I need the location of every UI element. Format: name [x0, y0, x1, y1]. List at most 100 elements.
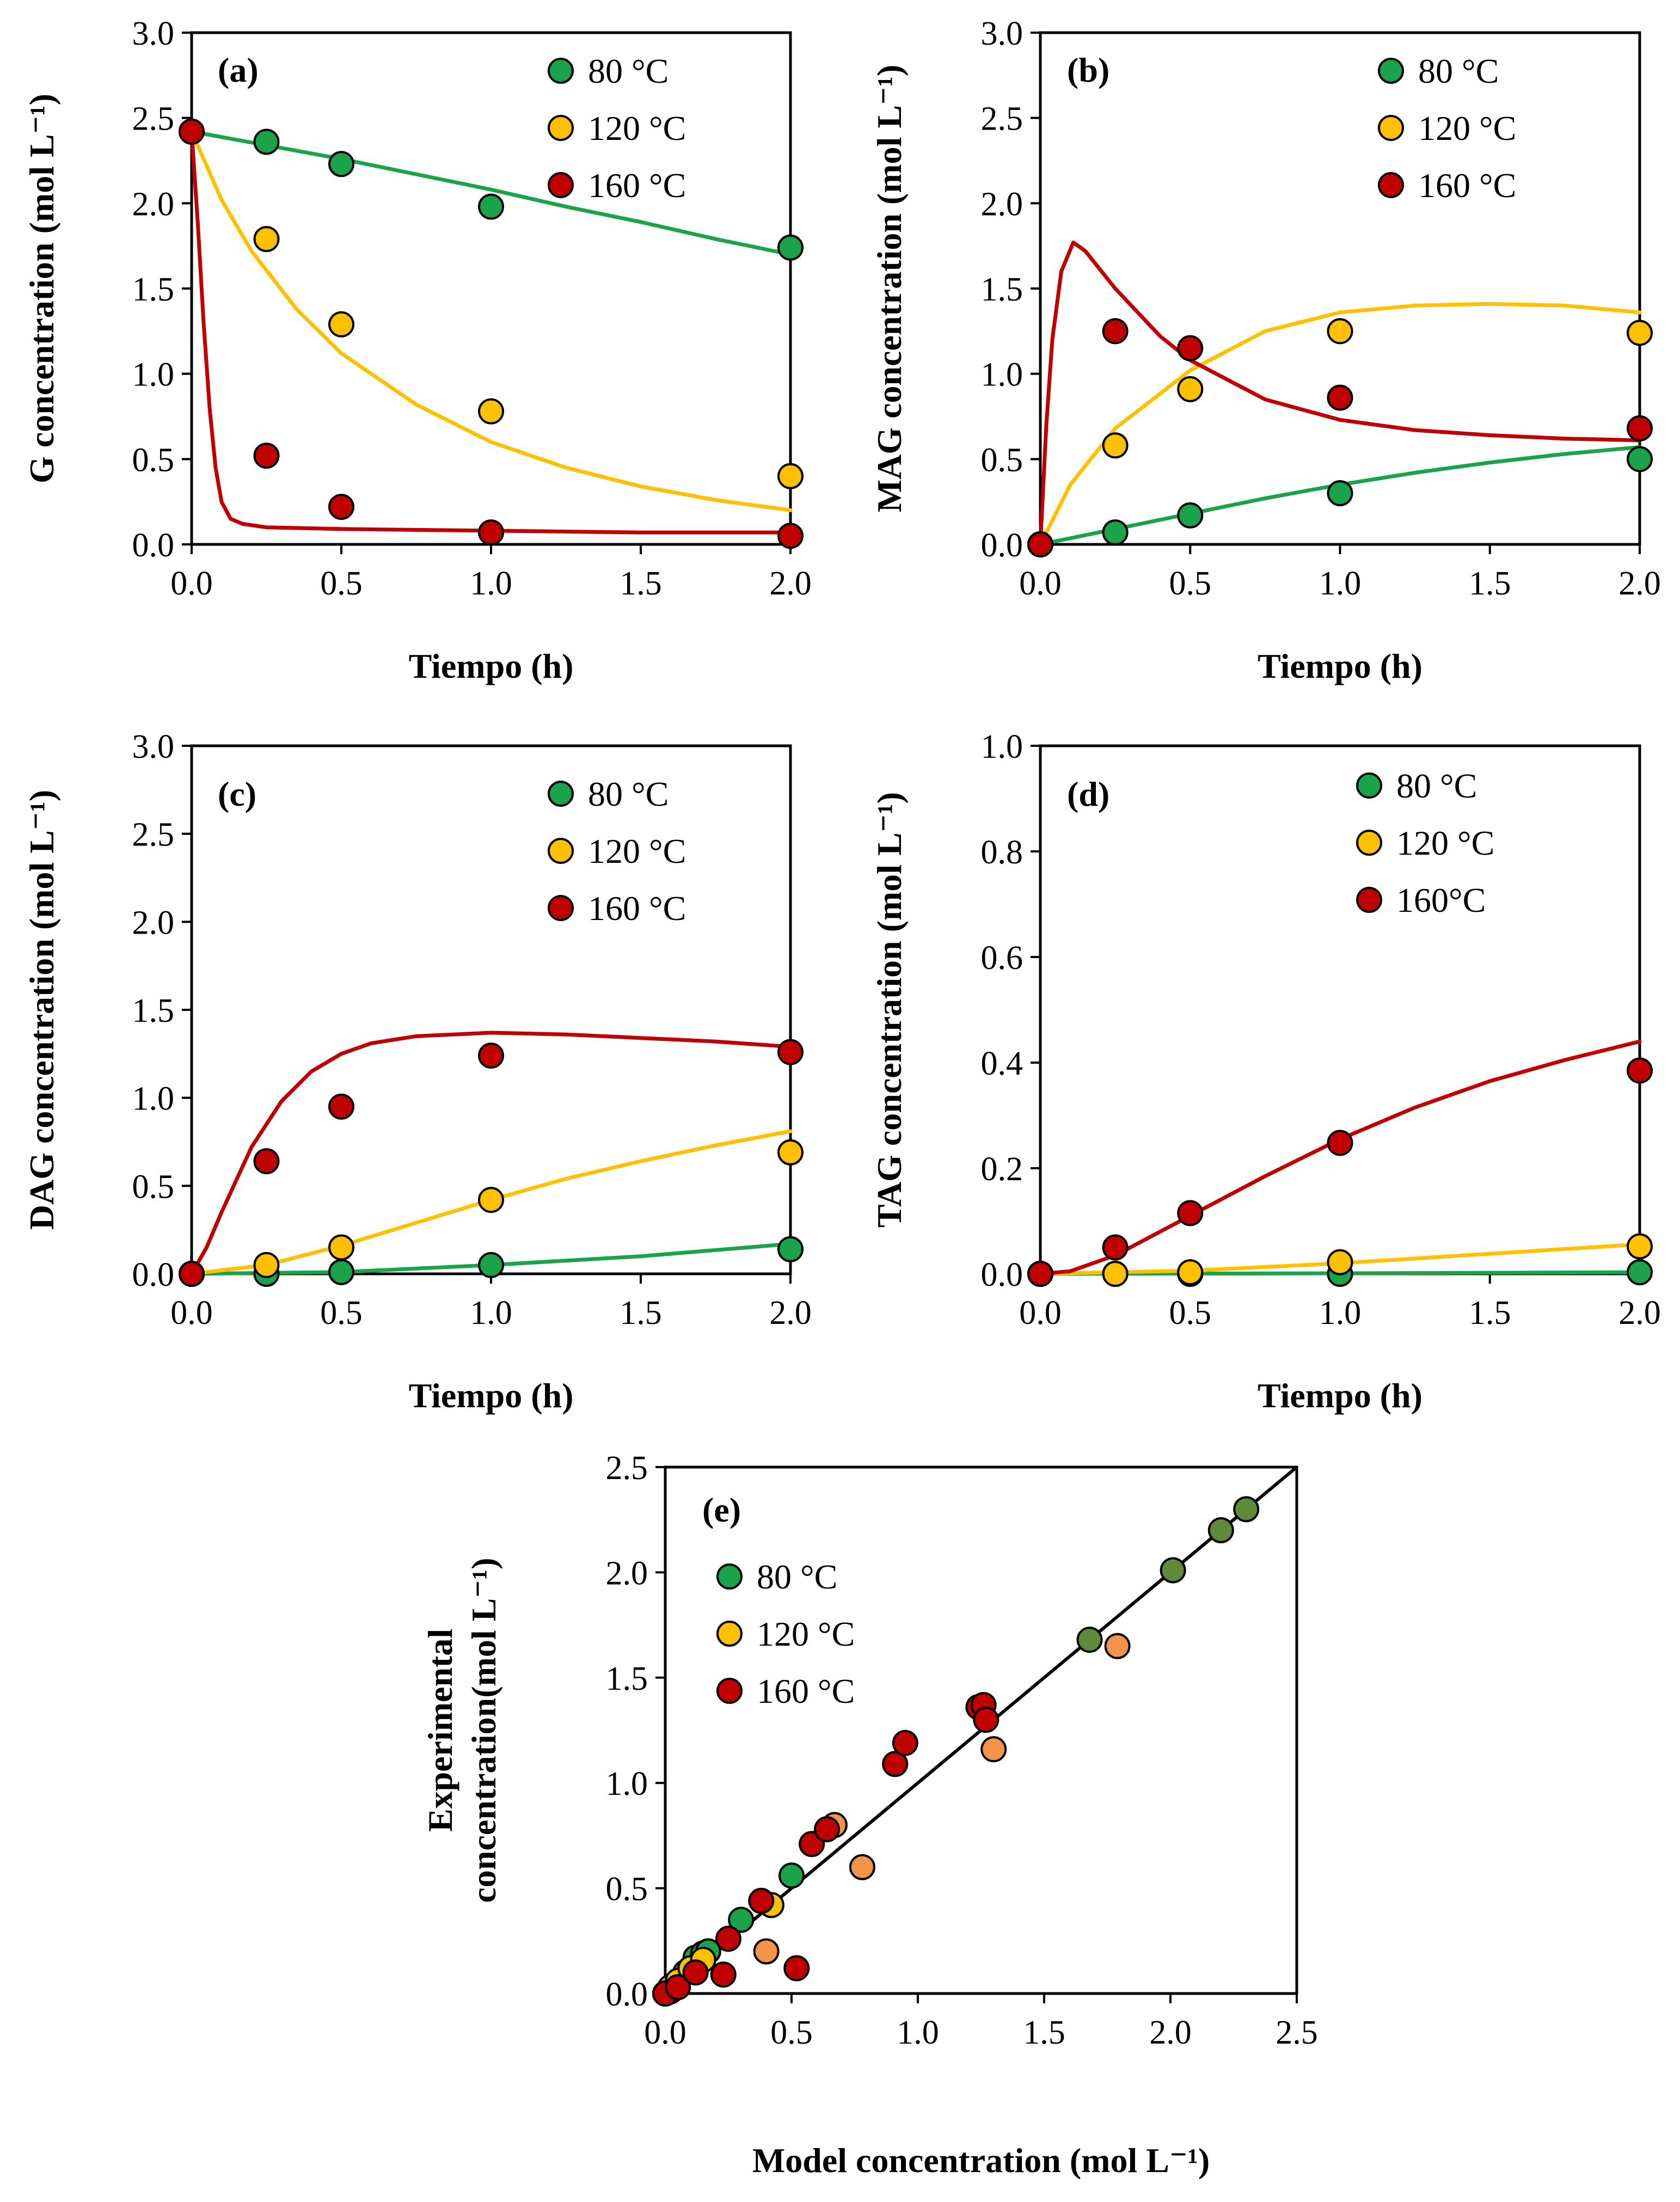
data-point-80C [728, 1906, 755, 1933]
x-tick-label: 1.5 [1469, 1295, 1511, 1332]
x-axis-label: Tiempo (h) [409, 647, 574, 685]
x-axis-label: Model concentration (mol L⁻¹) [752, 2141, 1210, 2180]
data-point-120C [777, 463, 804, 489]
legend-label: 160 °C [588, 166, 686, 205]
data-point-80C [328, 1259, 354, 1285]
x-tick-label: 1.0 [1319, 1295, 1362, 1332]
legend-label: 80 °C [588, 52, 669, 90]
x-tick-label: 1.5 [1023, 2014, 1065, 2051]
legend-marker [1378, 115, 1404, 141]
panel-label: (c) [218, 775, 256, 813]
y-tick-label: 1.0 [132, 1081, 175, 1118]
data-point-120C [478, 1187, 504, 1213]
data-point-160C [1327, 1130, 1353, 1156]
data-point-160C [813, 1816, 840, 1843]
legend-label: 160 °C [757, 1672, 855, 1710]
data-point-80C [478, 193, 504, 220]
x-tick-label: 1.5 [620, 1295, 662, 1332]
y-tick-label: 0.0 [981, 527, 1023, 564]
legend-marker [1378, 172, 1404, 198]
legend: 80 °C 120 °C 160°C [1356, 766, 1494, 919]
y-tick-label: 1.5 [981, 271, 1023, 308]
panel-d: 0.0 0.5 1.0 1.5 2.0 0.0 0.2 0.4 0.6 0.8 1.0 Tiempo … [870, 728, 1661, 1415]
data-point-80C [1076, 1627, 1103, 1653]
y-tick-label: 0.5 [606, 1871, 648, 1908]
data-point-160C [1627, 1057, 1653, 1084]
x-tick-label: 0.0 [1019, 1295, 1062, 1332]
x-tick-label: 0.5 [1169, 565, 1212, 602]
legend: 80 °C 120 °C 160 °C [548, 52, 686, 205]
y-tick-label: 2.5 [132, 101, 175, 138]
y-axis-label: TAG concentration (mol L⁻¹) [870, 792, 909, 1228]
data-point-120C [253, 1252, 280, 1278]
legend-label: 120 °C [588, 109, 686, 148]
legend-label: 80 °C [757, 1557, 837, 1596]
data-point-120C [1102, 1261, 1129, 1287]
legend-label: 80 °C [1418, 52, 1499, 90]
x-tick-label: 2.0 [1618, 1295, 1661, 1332]
x-tick-label: 0.5 [320, 565, 363, 602]
legend-marker [716, 1621, 743, 1647]
y-tick-label: 3.0 [981, 15, 1023, 52]
y-tick-label: 2.0 [132, 904, 175, 941]
y-tick-label: 1.5 [132, 271, 175, 308]
data-point-120C [1327, 318, 1353, 345]
data-point-120C [1627, 1233, 1653, 1260]
legend-marker [716, 1563, 743, 1590]
data-point-120C [753, 1938, 780, 1965]
y-tick-label: 0.0 [606, 1976, 648, 2013]
plot-frame [1039, 744, 1641, 1275]
legend-marker [1356, 772, 1382, 799]
data-point-160C [783, 1955, 810, 1982]
model-curve-80C [189, 130, 793, 256]
x-tick-label: 0.5 [320, 1295, 363, 1332]
data-point-160C [892, 1729, 918, 1756]
data-point-80C [1177, 502, 1204, 529]
x-tick-label: 2.0 [769, 565, 812, 602]
y-tick-label: 0.0 [132, 527, 175, 564]
y-tick-label: 2.0 [132, 186, 175, 223]
data-point-80C [778, 1862, 805, 1889]
panel-b: 0.0 0.5 1.0 1.5 2.0 0.0 0.5 1.0 1.5 2.0 2.5 3.0 Tiem… [870, 15, 1661, 685]
legend-label: 120 °C [1396, 824, 1494, 862]
y-tick-label: 2.5 [132, 817, 175, 854]
y-axis-label-line1: Experimental [421, 1629, 459, 1832]
x-tick-label: 1.5 [1469, 565, 1511, 602]
legend: 80 °C 120 °C 160 °C [1378, 52, 1516, 205]
legend-label: 120 °C [588, 832, 686, 870]
data-point-80C [478, 1252, 504, 1278]
plot-frame [664, 1465, 1298, 1995]
legend-label: 120 °C [757, 1615, 855, 1653]
x-tick-label: 2.0 [1618, 565, 1661, 602]
legend-label: 160 °C [1418, 166, 1516, 205]
data-point-120C [1177, 376, 1204, 402]
y-tick-label: 0.5 [132, 1168, 175, 1205]
x-tick-label: 1.0 [897, 2014, 939, 2051]
y-tick-label: 0.5 [981, 441, 1023, 479]
data-point-80C [1233, 1496, 1260, 1523]
legend-marker [716, 1678, 743, 1704]
data-point-160C [710, 1961, 737, 1988]
x-tick-label: 0.5 [770, 2014, 813, 2051]
x-tick-label: 1.0 [470, 1295, 512, 1332]
data-point-80C [1207, 1517, 1234, 1544]
data-point-160C [179, 1261, 205, 1287]
data-point-160C [882, 1751, 909, 1777]
x-tick-label: 0.0 [644, 2014, 686, 2051]
y-tick-label: 0.2 [981, 1151, 1023, 1188]
panel-label: (b) [1067, 51, 1109, 89]
y-tick-label: 0.4 [981, 1045, 1023, 1082]
legend-marker [548, 838, 574, 864]
data-point-80C [777, 1236, 804, 1262]
y-tick-label: 1.5 [132, 992, 175, 1029]
y-tick-label: 1.0 [981, 357, 1023, 394]
x-tick-label: 0.0 [170, 1295, 213, 1332]
y-tick-label: 2.5 [606, 1450, 648, 1487]
y-tick-label: 0.6 [981, 940, 1023, 977]
data-point-160C [253, 1148, 280, 1175]
data-point-160C [1177, 335, 1204, 361]
data-point-120C [980, 1736, 1007, 1763]
data-point-160C [1027, 531, 1053, 557]
data-point-160C [682, 1959, 709, 1986]
panel-label: (d) [1067, 775, 1109, 813]
